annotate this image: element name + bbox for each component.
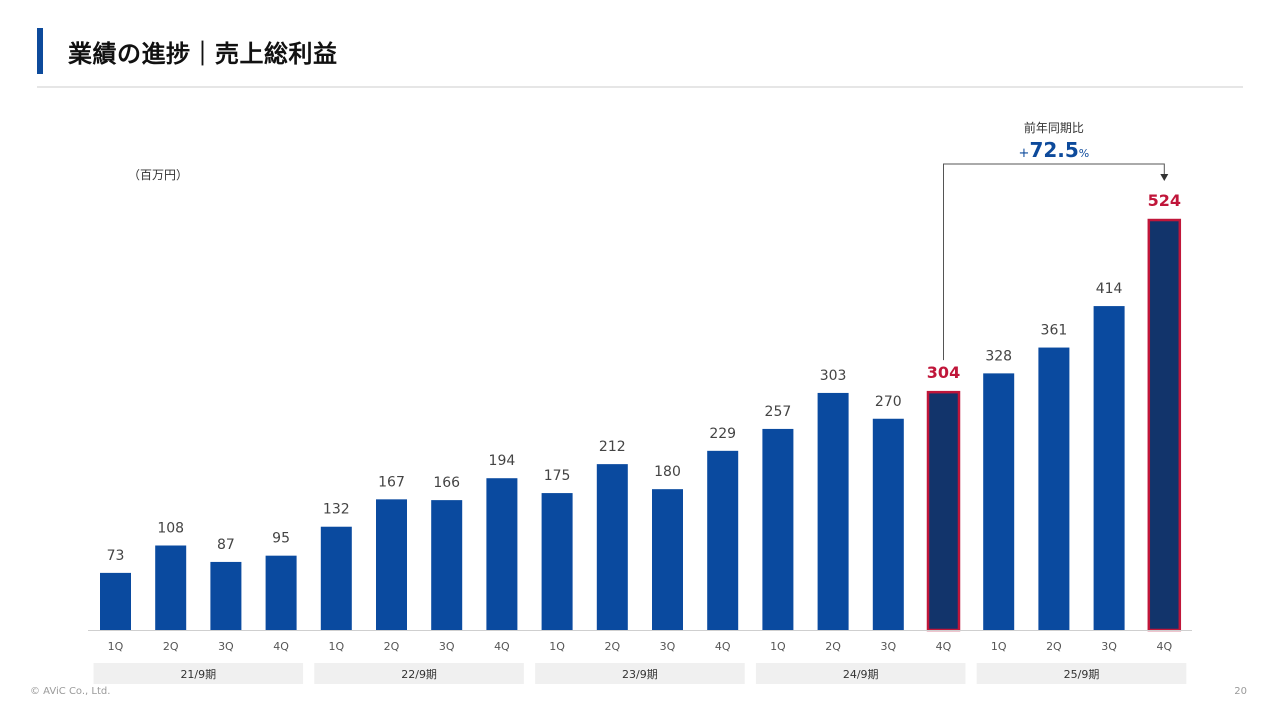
quarter-label: 1Q — [770, 640, 786, 653]
quarter-label: 3Q — [1101, 640, 1117, 653]
bar — [983, 373, 1015, 630]
bar-value-label: 229 — [709, 426, 736, 442]
bar-highlight — [1147, 218, 1182, 632]
quarter-label: 2Q — [604, 640, 620, 653]
page-title: 業績の進捗｜売上総利益 — [68, 40, 338, 68]
quarter-label: 3Q — [218, 640, 234, 653]
bar — [486, 478, 518, 630]
quarter-label: 3Q — [880, 640, 896, 653]
fiscal-year-band — [93, 663, 304, 684]
unit-note: （百万円） — [128, 168, 189, 182]
bar — [707, 450, 739, 630]
fiscal-year-label: 23/9期 — [622, 668, 658, 681]
quarter-label: 1Q — [328, 640, 344, 653]
fiscal-year-label: 24/9期 — [843, 668, 879, 681]
bar-value-label: 303 — [820, 368, 847, 384]
bar — [155, 545, 187, 630]
yoy-value: +72.5% — [1019, 138, 1090, 162]
bar — [1038, 347, 1070, 630]
fiscal-year-bands: 21/9期 22/9期 23/9期 24/9期 25/9期 — [93, 663, 1187, 684]
bar-value-label: 257 — [765, 404, 792, 420]
fiscal-year-band — [755, 663, 966, 684]
bar-value-label: 212 — [599, 439, 626, 455]
bar — [1093, 306, 1125, 630]
fiscal-year-label: 21/9期 — [180, 668, 216, 681]
bar-value-label: 414 — [1096, 281, 1123, 297]
bar — [376, 499, 407, 630]
fiscal-year-label: 25/9期 — [1064, 668, 1100, 681]
fiscal-year-band — [314, 663, 524, 684]
quarter-label: 1Q — [991, 640, 1007, 653]
quarter-label: 2Q — [163, 640, 179, 653]
yoy-comparison: 前年同期比 +72.5% — [943, 120, 1169, 361]
bar — [762, 428, 794, 630]
bar — [100, 572, 131, 630]
bar-value-label: 304 — [927, 363, 960, 382]
bar — [541, 493, 573, 630]
quarter-label: 4Q — [936, 640, 952, 653]
quarter-label: 2Q — [384, 640, 400, 653]
bar-value-label: 108 — [157, 521, 184, 537]
bar — [431, 500, 463, 630]
bar-value-label: 73 — [107, 548, 125, 564]
bar-highlight — [926, 390, 961, 632]
title-divider — [37, 86, 1243, 88]
quarter-label: 2Q — [1046, 640, 1062, 653]
bar-value-label: 175 — [544, 468, 571, 484]
quarter-label: 4Q — [494, 640, 510, 653]
bar-value-label: 524 — [1148, 191, 1181, 210]
quarter-label: 3Q — [439, 640, 455, 653]
bar-value-label: 361 — [1041, 323, 1068, 339]
bar-value-label: 87 — [217, 537, 235, 553]
bars — [100, 218, 1182, 632]
bar-value-label: 132 — [323, 502, 350, 518]
value-labels: 73 108 87 95 132 167 166 194 175 212 180 229 257 303 2… — [107, 191, 1181, 564]
bar — [652, 489, 683, 630]
quarter-labels: 1Q 2Q 3Q 4Q 1Q 2Q 3Q 4Q 1Q 2Q 3Q 4Q 1Q 2Q 3Q 4Q 1Q 2Q 3Q 4Q — [108, 640, 1173, 653]
fiscal-year-band — [976, 663, 1187, 684]
bar — [320, 526, 352, 630]
yoy-arrow-head — [1160, 174, 1169, 182]
yoy-sign: + — [1019, 146, 1030, 161]
bar-value-label: 194 — [489, 453, 516, 469]
copyright: © AViC Co., Ltd. — [30, 686, 111, 697]
bar-value-label: 95 — [272, 531, 290, 547]
bar-value-label: 270 — [875, 394, 902, 410]
quarter-label: 1Q — [549, 640, 565, 653]
bar-value-label: 180 — [654, 464, 681, 480]
fiscal-year-label: 22/9期 — [401, 668, 437, 681]
bar — [596, 464, 628, 630]
quarter-label: 2Q — [825, 640, 841, 653]
yoy-bracket-line — [943, 163, 1165, 361]
bar-value-label: 166 — [433, 475, 460, 491]
yoy-unit: % — [1079, 147, 1089, 160]
quarter-label: 1Q — [108, 640, 124, 653]
quarter-label: 4Q — [273, 640, 289, 653]
page-number: 20 — [1234, 686, 1247, 697]
bar-value-label: 328 — [985, 348, 1012, 364]
quarter-label: 4Q — [715, 640, 731, 653]
quarter-label: 4Q — [1156, 640, 1172, 653]
bar — [817, 392, 849, 630]
bar — [265, 555, 297, 630]
quarter-label: 3Q — [660, 640, 676, 653]
title-accent-bar — [37, 28, 43, 74]
bar — [210, 561, 242, 630]
bar-value-label: 167 — [378, 474, 405, 490]
yoy-number: 72.5 — [1029, 138, 1078, 162]
bar — [872, 418, 904, 630]
yoy-caption: 前年同期比 — [1024, 120, 1084, 135]
fiscal-year-band — [535, 663, 745, 684]
